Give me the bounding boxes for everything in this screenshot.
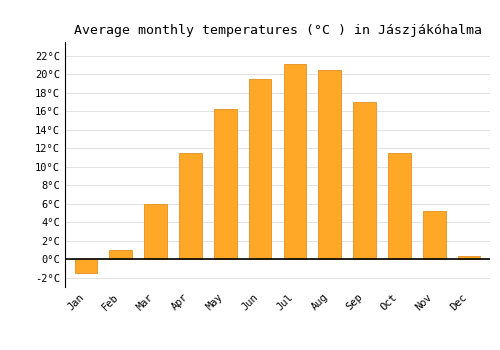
Bar xyxy=(423,211,446,259)
Bar xyxy=(458,257,480,259)
Bar xyxy=(284,64,306,259)
Bar xyxy=(74,259,97,273)
Bar xyxy=(354,102,376,259)
Title: Average monthly temperatures (°C ) in Jászjákóhalma: Average monthly temperatures (°C ) in Já… xyxy=(74,24,482,37)
Bar xyxy=(179,153,202,259)
Bar xyxy=(214,108,236,259)
Bar xyxy=(144,204,167,259)
Bar xyxy=(388,153,410,259)
Bar xyxy=(318,70,341,259)
Bar xyxy=(110,250,132,259)
Bar xyxy=(249,79,272,259)
